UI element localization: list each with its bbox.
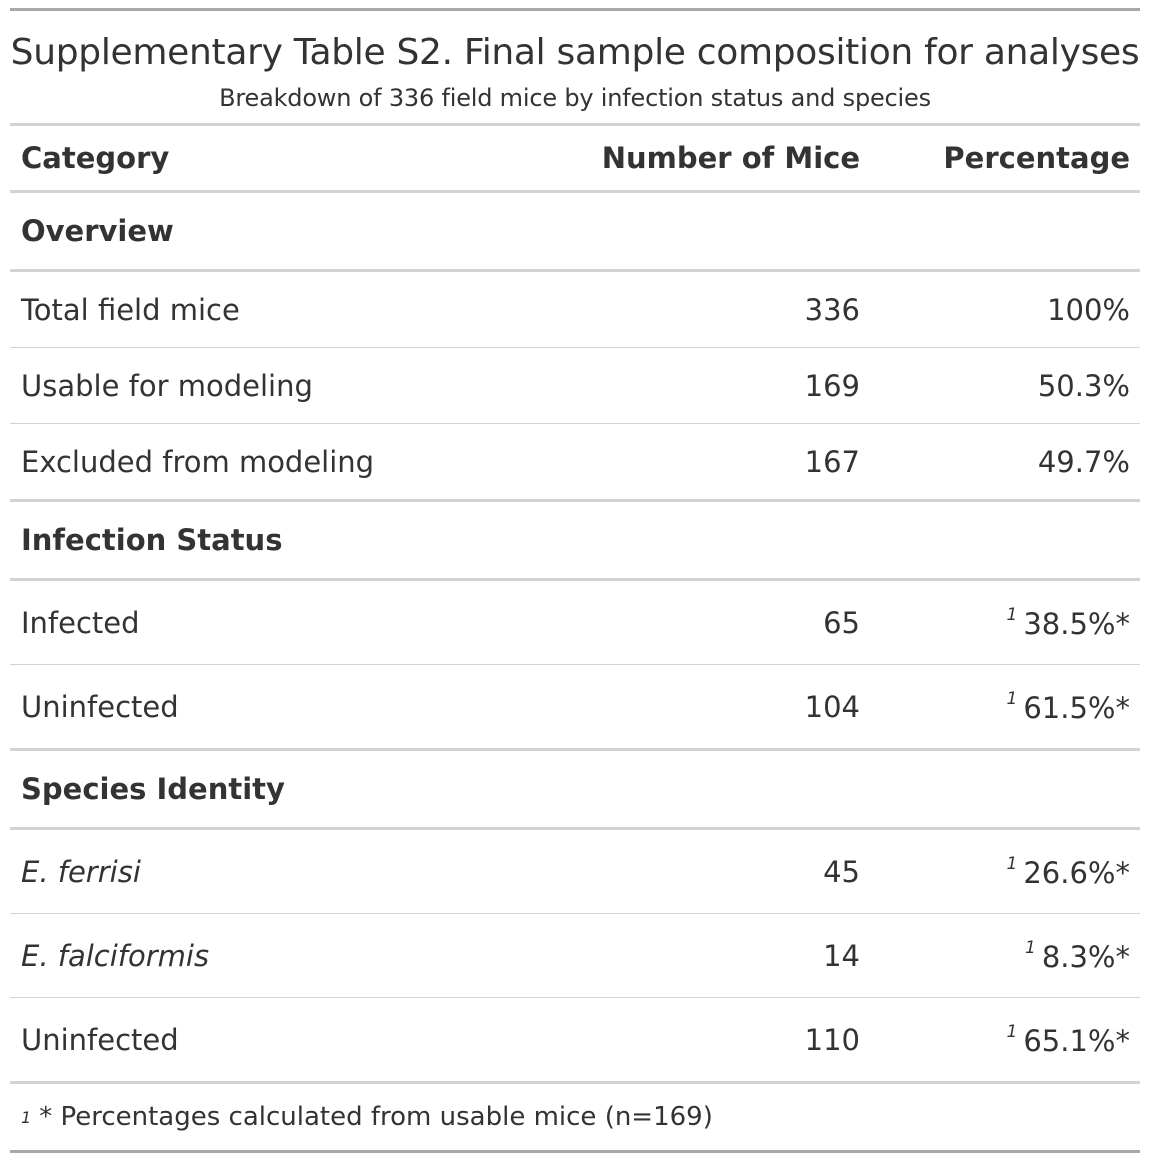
group-rule [10, 269, 1140, 272]
row-rule [10, 347, 1140, 348]
row-percentage-value: 65.1%* [1023, 1023, 1130, 1058]
row-category: E. ferrisi [21, 854, 141, 889]
footnote-mark: 1 [21, 1107, 32, 1127]
row-rule [10, 664, 1140, 665]
table-row: Uninfected 104 1 61.5%* [10, 665, 1140, 748]
row-rule [10, 499, 1140, 502]
row-percentage: 50.3% [870, 369, 1140, 403]
top-rule [10, 8, 1140, 11]
row-count: 336 [804, 292, 860, 327]
table-container: Supplementary Table S2. Final sample com… [10, 8, 1140, 1153]
row-percentage: 1 38.5%* [870, 605, 1140, 641]
table-row: Total field mice 336 100% [10, 272, 1140, 347]
row-category: Uninfected [21, 1022, 179, 1057]
row-percentage: 1 8.3%* [870, 938, 1140, 974]
group-label: Infection Status [21, 523, 283, 557]
row-percentage-value: 50.3% [1037, 368, 1130, 403]
row-rule [10, 913, 1140, 914]
row-category: Total field mice [21, 292, 240, 327]
column-header-count: Number of Mice [601, 141, 860, 175]
table-row: E. falciformis 14 1 8.3%* [10, 914, 1140, 997]
table-footnote: 1 * Percentages calculated from usable m… [10, 1084, 1140, 1150]
row-percentage: 1 65.1%* [870, 1022, 1140, 1058]
row-count: 110 [804, 1022, 860, 1057]
row-category: Infected [21, 605, 140, 640]
column-header-row: Category Number of Mice Percentage [10, 126, 1140, 190]
table-row: E. ferrisi 45 1 26.6%* [10, 830, 1140, 913]
row-count: 45 [823, 854, 860, 889]
row-category: Uninfected [21, 689, 179, 724]
row-percentage: 1 26.6%* [870, 854, 1140, 890]
group-rule [10, 578, 1140, 581]
row-category: Excluded from modeling [21, 444, 375, 479]
bottom-rule [10, 1150, 1140, 1153]
row-percentage-value: 100% [1047, 292, 1130, 327]
row-percentage: 1 61.5%* [870, 689, 1140, 725]
footnote-text: * Percentages calculated from usable mic… [39, 1102, 713, 1132]
row-footnote-mark: 1 [1006, 1021, 1018, 1042]
row-count: 14 [823, 938, 860, 973]
table-row: Infected 65 1 38.5%* [10, 581, 1140, 664]
row-rule [10, 423, 1140, 424]
row-percentage-value: 49.7% [1037, 444, 1130, 479]
row-count: 167 [804, 444, 860, 479]
row-percentage: 100% [870, 293, 1140, 327]
table-row: Usable for modeling 169 50.3% [10, 348, 1140, 423]
row-count: 65 [823, 605, 860, 640]
row-count: 104 [804, 689, 860, 724]
group-label: Overview [21, 214, 174, 248]
row-category: Usable for modeling [21, 368, 313, 403]
table-title: Supplementary Table S2. Final sample com… [10, 32, 1140, 73]
table-body: Overview Total field mice 336 100% Usable fo… [10, 193, 1140, 1084]
row-percentage-value: 61.5%* [1023, 690, 1130, 725]
row-footnote-mark: 1 [1006, 604, 1018, 625]
row-footnote-mark: 1 [1006, 688, 1018, 709]
table-subtitle: Breakdown of 336 field mice by infection… [219, 84, 931, 112]
group-header-row: Overview [10, 193, 1140, 269]
row-percentage-value: 8.3%* [1041, 939, 1130, 974]
group-header-row: Infection Status [10, 502, 1140, 578]
row-rule [10, 748, 1140, 751]
table-row: Excluded from modeling 167 49.7% [10, 424, 1140, 499]
header-bottom-rule [10, 190, 1140, 193]
header-top-rule [10, 123, 1140, 126]
row-percentage: 49.7% [870, 445, 1140, 479]
row-percentage-value: 26.6%* [1023, 855, 1130, 890]
group-label: Species Identity [21, 772, 285, 806]
row-count: 169 [804, 368, 860, 403]
row-rule [10, 1081, 1140, 1084]
row-category: E. falciformis [21, 938, 210, 973]
table-row: Uninfected 110 1 65.1%* [10, 998, 1140, 1081]
row-footnote-mark: 1 [1006, 853, 1018, 874]
column-header-category: Category [21, 141, 170, 175]
row-percentage-value: 38.5%* [1023, 606, 1130, 641]
group-header-row: Species Identity [10, 751, 1140, 827]
column-header-percentage: Percentage [943, 141, 1130, 175]
group-rule [10, 827, 1140, 830]
row-rule [10, 997, 1140, 998]
row-footnote-mark: 1 [1024, 937, 1036, 958]
